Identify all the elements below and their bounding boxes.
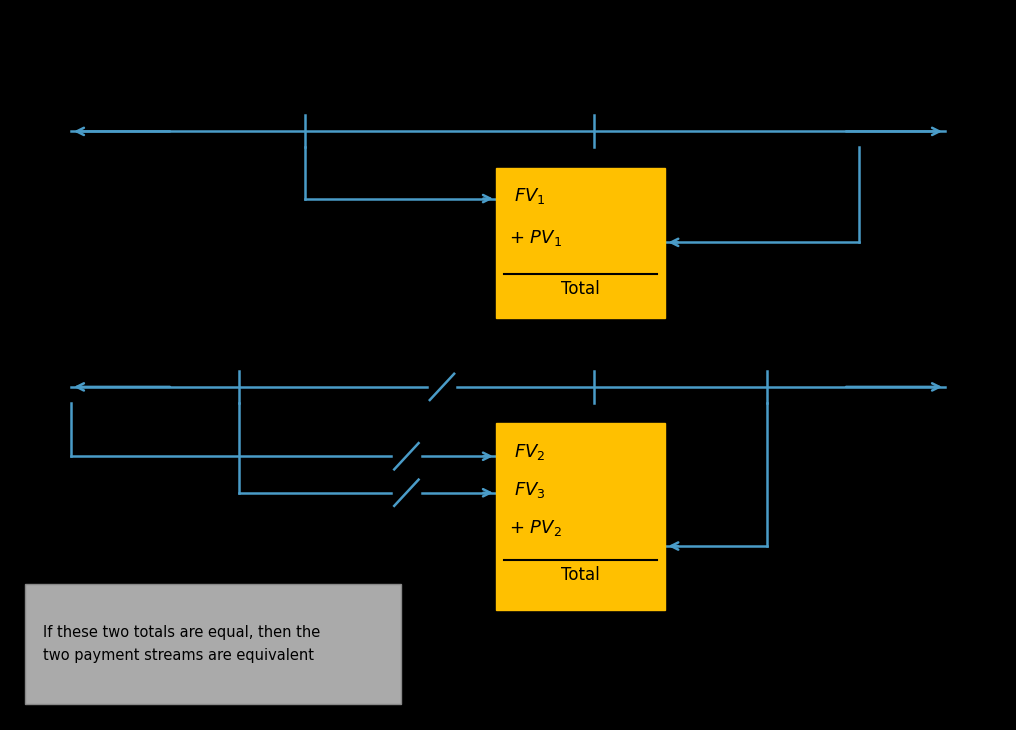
Text: $+\ \mathit{PV}_2$: $+\ \mathit{PV}_2$ [509, 518, 562, 537]
Text: $+\ \mathit{PV}_1$: $+\ \mathit{PV}_1$ [509, 228, 562, 248]
Text: Total: Total [561, 280, 600, 298]
Text: $\mathit{FV}_2$: $\mathit{FV}_2$ [514, 442, 546, 461]
FancyBboxPatch shape [496, 423, 665, 610]
Text: $\mathit{FV}_3$: $\mathit{FV}_3$ [514, 480, 546, 499]
FancyBboxPatch shape [496, 168, 665, 318]
Text: $\mathit{FV}_1$: $\mathit{FV}_1$ [514, 186, 546, 206]
Text: Total: Total [561, 566, 600, 584]
Text: If these two totals are equal, then the
two payment streams are equivalent: If these two totals are equal, then the … [43, 625, 320, 664]
FancyBboxPatch shape [25, 584, 401, 704]
